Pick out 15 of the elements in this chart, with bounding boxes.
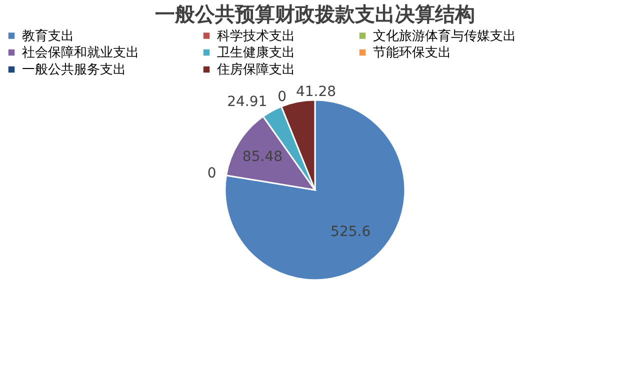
data-label: 41.28 <box>296 84 336 100</box>
legend-label: 节能环保支出 <box>373 46 451 60</box>
chart-title: 一般公共预算财政拨款支出决算结构 <box>155 2 475 26</box>
legend-label: 教育支出 <box>22 28 74 44</box>
legend-label: 文化旅游体育与传媒支出 <box>373 28 516 44</box>
legend-label: 住房保障支出 <box>216 62 295 78</box>
data-label: 525.6 <box>330 224 371 240</box>
text: 0 <box>278 89 287 106</box>
data-label: 24.91 <box>227 94 268 110</box>
data-label: 85.48 <box>242 149 283 166</box>
text: 0 <box>207 166 216 182</box>
legend-label: 卫生健康支出 <box>217 46 295 60</box>
legend-label: 科学技术支出 <box>217 28 295 44</box>
legend-label: 社会保障和就业支出 <box>22 46 139 60</box>
legend-label: 一般公共服务支出 <box>22 62 126 78</box>
